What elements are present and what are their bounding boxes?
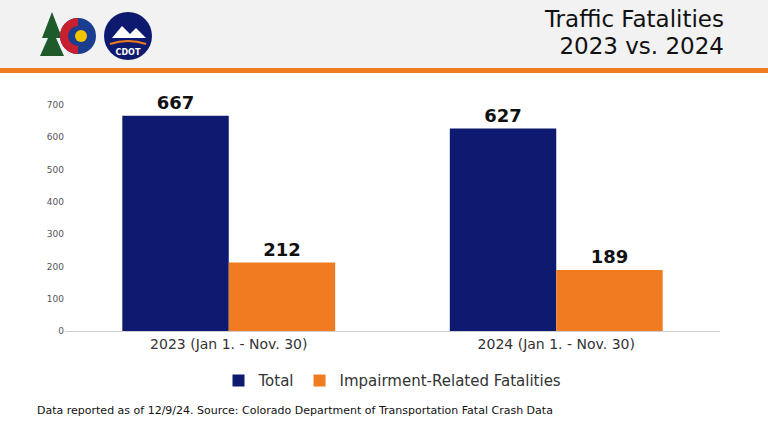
svg-text:189: 189 (591, 246, 629, 267)
svg-text:200: 200 (47, 262, 64, 272)
svg-text:500: 500 (47, 165, 64, 175)
html-text:2023 vs. 2024: 2023 vs. 2024 (559, 33, 724, 59)
svg-text:700: 700 (47, 100, 64, 110)
svg-text:Impairment-Related Fatalities: Impairment-Related Fatalities (340, 372, 561, 390)
svg-text:0: 0 (58, 326, 64, 336)
svg-text:CDOT: CDOT (116, 48, 141, 57)
svg-text:100: 100 (47, 294, 64, 304)
svg-text:667: 667 (157, 92, 195, 113)
svg-text:212: 212 (263, 239, 301, 260)
svg-text:Data reported as of 12/9/24. S: Data reported as of 12/9/24. Source: Col… (37, 404, 553, 417)
svg-text:300: 300 (47, 229, 64, 239)
svg-text:2023 (Jan 1. - Nov. 30): 2023 (Jan 1. - Nov. 30) (150, 336, 307, 352)
svg-text:627: 627 (484, 105, 522, 126)
svg-text:Total: Total (258, 372, 294, 390)
html-text:Traffic Fatalities: Traffic Fatalities (544, 6, 724, 32)
svg-text:600: 600 (47, 132, 64, 142)
svg-text:2024 (Jan 1. - Nov. 30): 2024 (Jan 1. - Nov. 30) (478, 336, 635, 352)
svg-text:400: 400 (47, 197, 64, 207)
